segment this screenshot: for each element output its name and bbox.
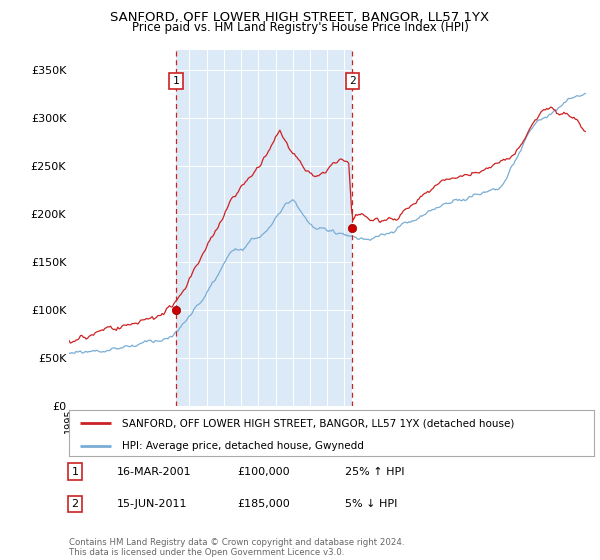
Text: £100,000: £100,000 <box>237 466 290 477</box>
Text: 16-MAR-2001: 16-MAR-2001 <box>117 466 191 477</box>
Text: 1: 1 <box>173 76 179 86</box>
Text: Price paid vs. HM Land Registry's House Price Index (HPI): Price paid vs. HM Land Registry's House … <box>131 21 469 34</box>
Text: 2: 2 <box>71 499 79 509</box>
Text: 5% ↓ HPI: 5% ↓ HPI <box>345 499 397 509</box>
Text: 2: 2 <box>349 76 356 86</box>
Text: 1: 1 <box>71 466 79 477</box>
Text: SANFORD, OFF LOWER HIGH STREET, BANGOR, LL57 1YX: SANFORD, OFF LOWER HIGH STREET, BANGOR, … <box>110 11 490 24</box>
Text: 25% ↑ HPI: 25% ↑ HPI <box>345 466 404 477</box>
Text: Contains HM Land Registry data © Crown copyright and database right 2024.
This d: Contains HM Land Registry data © Crown c… <box>69 538 404 557</box>
Text: £185,000: £185,000 <box>237 499 290 509</box>
Text: HPI: Average price, detached house, Gwynedd: HPI: Average price, detached house, Gwyn… <box>121 441 364 451</box>
Text: 15-JUN-2011: 15-JUN-2011 <box>117 499 187 509</box>
Bar <box>176 50 352 406</box>
Text: SANFORD, OFF LOWER HIGH STREET, BANGOR, LL57 1YX (detached house): SANFORD, OFF LOWER HIGH STREET, BANGOR, … <box>121 418 514 428</box>
